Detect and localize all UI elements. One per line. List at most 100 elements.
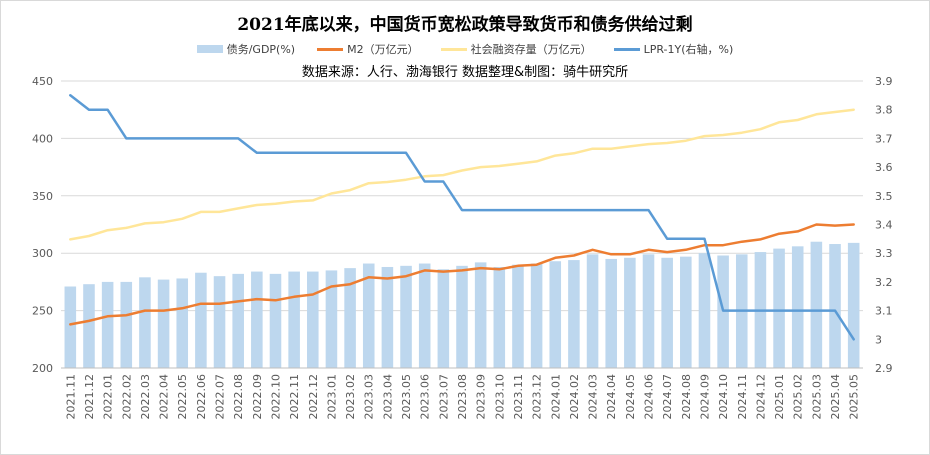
y-right-tick-label: 3.9 [875, 75, 893, 88]
line-social-financing [69, 108, 855, 241]
x-tick-label: 2022.03 [139, 374, 152, 420]
bar-debt-gdp [605, 258, 617, 368]
x-tick-label: 2024.10 [717, 374, 730, 420]
legend-swatch-lpr [613, 47, 640, 51]
bar-debt-gdp [344, 268, 356, 368]
x-tick-label: 2022.04 [158, 374, 171, 420]
bar-debt-gdp [624, 257, 636, 368]
x-tick-label: 2022.09 [251, 374, 264, 420]
chart-source: 数据来源：人行、渤海银行 数据整理&制图：骑牛研究所 [301, 65, 629, 80]
bar-debt-gdp [493, 266, 506, 368]
bar-debt-gdp [456, 265, 468, 368]
x-tick-label: 2024.05 [624, 374, 637, 420]
x-tick-label: 2024.01 [549, 374, 562, 420]
legend-item-debt-gdp: 债务/GDP(%) [196, 41, 296, 57]
bar-debt-gdp [847, 242, 860, 368]
bar-debt-gdp [549, 261, 562, 368]
x-tick-label: 2024.04 [605, 374, 618, 420]
x-tick-label: 2024.02 [568, 374, 581, 420]
x-tick-label: 2025.03 [810, 374, 823, 420]
legend-item-lpr: LPR-1Y(右轴，%) [613, 41, 734, 57]
bar-debt-gdp [120, 281, 133, 368]
x-tick-label: 2023.03 [363, 374, 376, 420]
x-tick-label: 2025.01 [773, 374, 786, 420]
x-tick-label: 2023.11 [512, 374, 525, 420]
x-tick-label: 2022.05 [176, 374, 189, 420]
x-tick-label: 2024.12 [754, 374, 767, 420]
x-tick-label: 2023.09 [475, 374, 488, 420]
bar-debt-gdp [157, 279, 170, 368]
x-tick-label: 2024.03 [587, 374, 600, 420]
legend: 债务/GDP(%) M2（万亿元） 社会融资存量（万亿元） LPR-1Y(右轴，… [1, 41, 929, 57]
y-right-tick-label: 3.7 [875, 132, 893, 145]
x-tick-label: 2023.01 [325, 374, 338, 420]
bar-debt-gdp [642, 254, 655, 368]
x-tick-label: 2024.07 [661, 374, 674, 420]
y-right-tick-label: 3.4 [875, 219, 893, 232]
x-tick-label: 2021.12 [83, 374, 96, 420]
bar-debt-gdp [437, 269, 450, 368]
bar-debt-gdp [381, 266, 394, 368]
x-tick-label: 2022.07 [214, 374, 227, 420]
y-right-tick-label: 3 [875, 333, 882, 346]
bar-debt-gdp [810, 241, 823, 368]
y-right-tick-label: 3.5 [875, 190, 893, 203]
y-right-tick-label: 3.2 [875, 276, 893, 289]
legend-label-social-financing: 社会融资存量（万亿元） [470, 43, 592, 56]
chart-title: 2021年底以来，中国货币宽松政策导致货币和债务供给过剩 [237, 15, 693, 35]
x-tick-label: 2023.06 [419, 374, 432, 420]
y-right-tick-label: 3.1 [875, 305, 893, 318]
bar-debt-gdp [829, 244, 841, 368]
bar-debt-gdp [400, 265, 412, 368]
bar-debt-gdp [362, 263, 375, 368]
x-tick-label: 2024.06 [643, 374, 656, 420]
y-left-tick-label: 450 [32, 75, 53, 88]
bar-debt-gdp [512, 264, 524, 368]
bar-debt-gdp [418, 263, 431, 368]
legend-swatch-debt-gdp [196, 45, 223, 53]
bar-debt-gdp [269, 273, 282, 368]
legend-label-debt-gdp: 债务/GDP(%) [226, 43, 296, 56]
line-m2 [69, 223, 855, 326]
y-left-tick-label: 350 [32, 190, 53, 203]
x-tick-label: 2025.05 [848, 374, 861, 420]
x-tick-label: 2024.11 [736, 374, 749, 420]
bar-debt-gdp [83, 284, 95, 368]
x-tick-label: 2023.07 [437, 374, 450, 420]
y-left-tick-label: 400 [32, 132, 53, 145]
bar-debt-gdp [474, 262, 487, 368]
bar-debt-gdp [288, 271, 300, 368]
legend-label-lpr: LPR-1Y(右轴，%) [643, 43, 734, 56]
x-tick-label: 2023.02 [344, 374, 357, 420]
y-right-tick-label: 2.9 [875, 362, 893, 375]
bar-debt-gdp [661, 257, 673, 368]
bar-debt-gdp [195, 272, 207, 368]
bar-debt-gdp [251, 271, 263, 368]
bar-debt-gdp [568, 260, 580, 368]
x-tick-label: 2022.11 [288, 374, 301, 420]
legend-label-m2: M2（万亿元） [347, 43, 419, 56]
y-right-tick-label: 3.3 [875, 247, 893, 260]
legend-swatch-m2 [317, 47, 344, 51]
bar-debt-gdp [698, 253, 711, 368]
legend-item-m2: M2（万亿元） [317, 41, 419, 57]
bar-debt-gdp [773, 248, 785, 368]
bar-debt-gdp [530, 263, 543, 368]
bar-debt-gdp [64, 286, 77, 368]
legend-swatch-social-financing [440, 47, 467, 51]
x-tick-label: 2022.12 [307, 374, 320, 420]
x-tick-label: 2023.04 [381, 374, 394, 420]
bar-debt-gdp [325, 270, 338, 368]
x-tick-label: 2025.02 [792, 374, 805, 420]
x-tick-label: 2023.08 [456, 374, 469, 420]
x-tick-label: 2022.08 [232, 374, 245, 420]
x-tick-label: 2023.12 [531, 374, 544, 420]
legend-item-social-financing: 社会融资存量（万亿元） [440, 41, 592, 57]
bar-debt-gdp [213, 276, 226, 368]
x-tick-label: 2023.10 [493, 374, 506, 420]
bar-debt-gdp [232, 273, 244, 368]
x-tick-label: 2021.11 [64, 374, 77, 420]
bar-debt-gdp [139, 277, 151, 368]
